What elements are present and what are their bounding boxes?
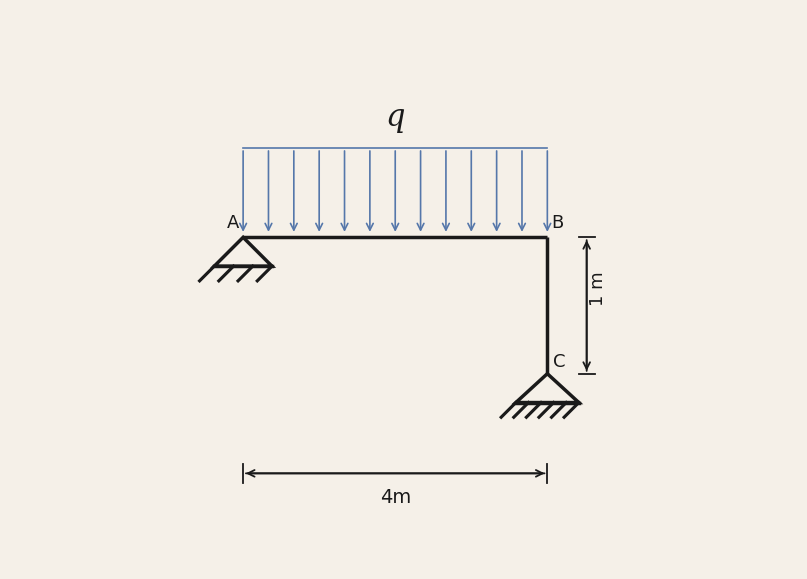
Text: B: B: [551, 214, 564, 232]
Text: A: A: [227, 214, 239, 232]
Text: C: C: [553, 353, 565, 371]
Text: 4m: 4m: [379, 488, 411, 507]
Text: 1 m: 1 m: [589, 271, 607, 306]
Text: q: q: [386, 102, 405, 134]
